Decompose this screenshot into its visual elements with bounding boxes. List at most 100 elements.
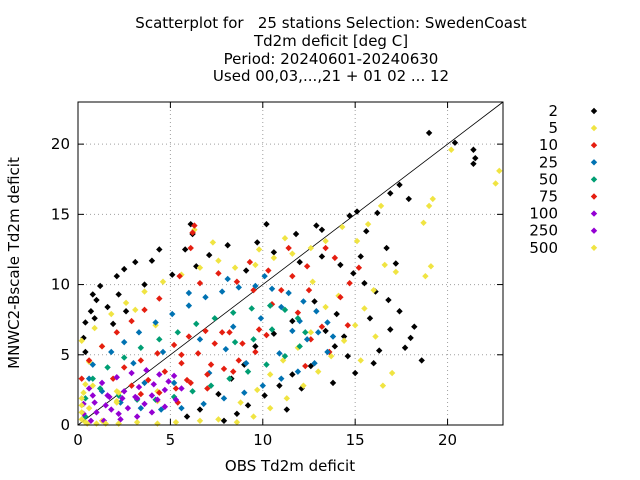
legend-label: 10 [539,136,558,154]
data-point-50 [244,368,252,375]
data-point-50 [226,375,233,382]
diagonal-line [77,101,504,426]
data-point-50 [230,309,237,316]
data-point-10 [303,263,311,270]
data-point-5 [496,167,503,175]
data-point-25 [157,406,165,413]
data-point-75 [187,379,194,387]
data-point-10 [207,361,215,368]
data-point-500 [80,389,87,396]
data-point-2 [115,291,122,298]
data-point-50 [266,302,274,309]
data-point-25 [235,284,242,291]
data-point-5 [377,202,385,210]
x-axis-label: OBS Td2m deficit [224,457,356,475]
data-point-100 [170,372,178,380]
data-point-50 [281,306,289,314]
data-point-2 [470,146,477,153]
data-point-2 [93,296,100,304]
y-tick-label: 10 [51,276,70,294]
data-point-2 [346,212,353,219]
legend-marker [590,176,598,183]
data-point-10 [191,222,198,229]
data-point-5 [448,146,455,153]
data-point-10 [278,286,285,294]
data-point-5 [372,333,379,340]
one-to-one-line [77,101,504,426]
data-point-2 [383,244,390,252]
data-point-10 [246,258,254,266]
legend-marker [590,159,598,166]
data-point-5 [309,278,316,285]
data-point-10 [289,272,296,280]
data-point-75 [170,341,178,349]
data-point-10 [322,244,329,252]
data-point-100 [161,386,169,394]
data-point-25 [169,310,176,318]
data-point-10 [355,264,363,271]
data-point-2 [418,357,425,364]
legend-label: 5 [548,119,558,137]
data-point-2 [396,181,403,189]
data-point-250 [141,400,148,408]
data-point-10 [302,362,309,370]
data-point-10 [263,331,270,339]
data-point-50 [281,352,289,360]
legend-label: 25 [539,153,558,171]
data-point-5 [215,416,222,423]
data-point-25 [137,404,145,412]
data-point-5 [122,299,130,307]
legend-marker [590,107,598,115]
data-point-75 [194,350,202,357]
data-point-2 [205,251,213,259]
data-point-50 [268,326,276,333]
data-point-25 [230,323,237,330]
data-point-2 [289,317,296,325]
data-point-2 [307,362,315,370]
data-point-2 [254,239,261,246]
data-point-5 [237,399,244,406]
data-point-2 [350,270,357,277]
legend-marker [590,124,598,132]
data-point-2 [366,315,374,322]
data-point-5 [315,368,322,375]
data-point-5 [231,264,239,271]
data-point-100 [87,417,95,424]
data-point-25 [294,368,302,375]
data-point-25 [130,360,137,367]
data-point-5 [209,239,217,246]
data-point-5 [255,246,263,253]
data-point-5 [91,324,98,332]
legend-label: 50 [539,170,558,188]
data-point-2 [351,369,359,377]
chart-title-line-1: Scatterplot for 25 stations Selection: S… [135,14,527,32]
data-point-2 [472,154,479,162]
data-point-500 [115,389,122,396]
data-point-25 [178,404,185,412]
data-point-2 [169,271,176,278]
data-point-5 [381,261,388,269]
data-point-75 [145,376,152,384]
data-point-250 [93,409,100,416]
data-point-2 [261,392,268,399]
data-point-10 [156,295,163,302]
y-tick-label: 0 [60,416,70,434]
data-point-75 [226,329,233,336]
data-point-500 [82,381,89,388]
data-point-5 [322,237,329,245]
data-point-2 [407,334,414,342]
data-point-10 [285,244,292,252]
data-point-10 [215,270,222,277]
data-point-10 [233,278,241,285]
data-point-2 [313,222,320,229]
data-point-2 [82,348,89,356]
data-point-5 [351,322,359,329]
legend-marker [590,244,598,251]
data-point-2 [80,334,87,342]
data-point-10 [187,244,194,252]
data-point-5 [492,180,499,187]
data-point-5 [392,268,400,276]
data-point-2 [387,326,394,333]
data-point-5 [370,286,377,294]
